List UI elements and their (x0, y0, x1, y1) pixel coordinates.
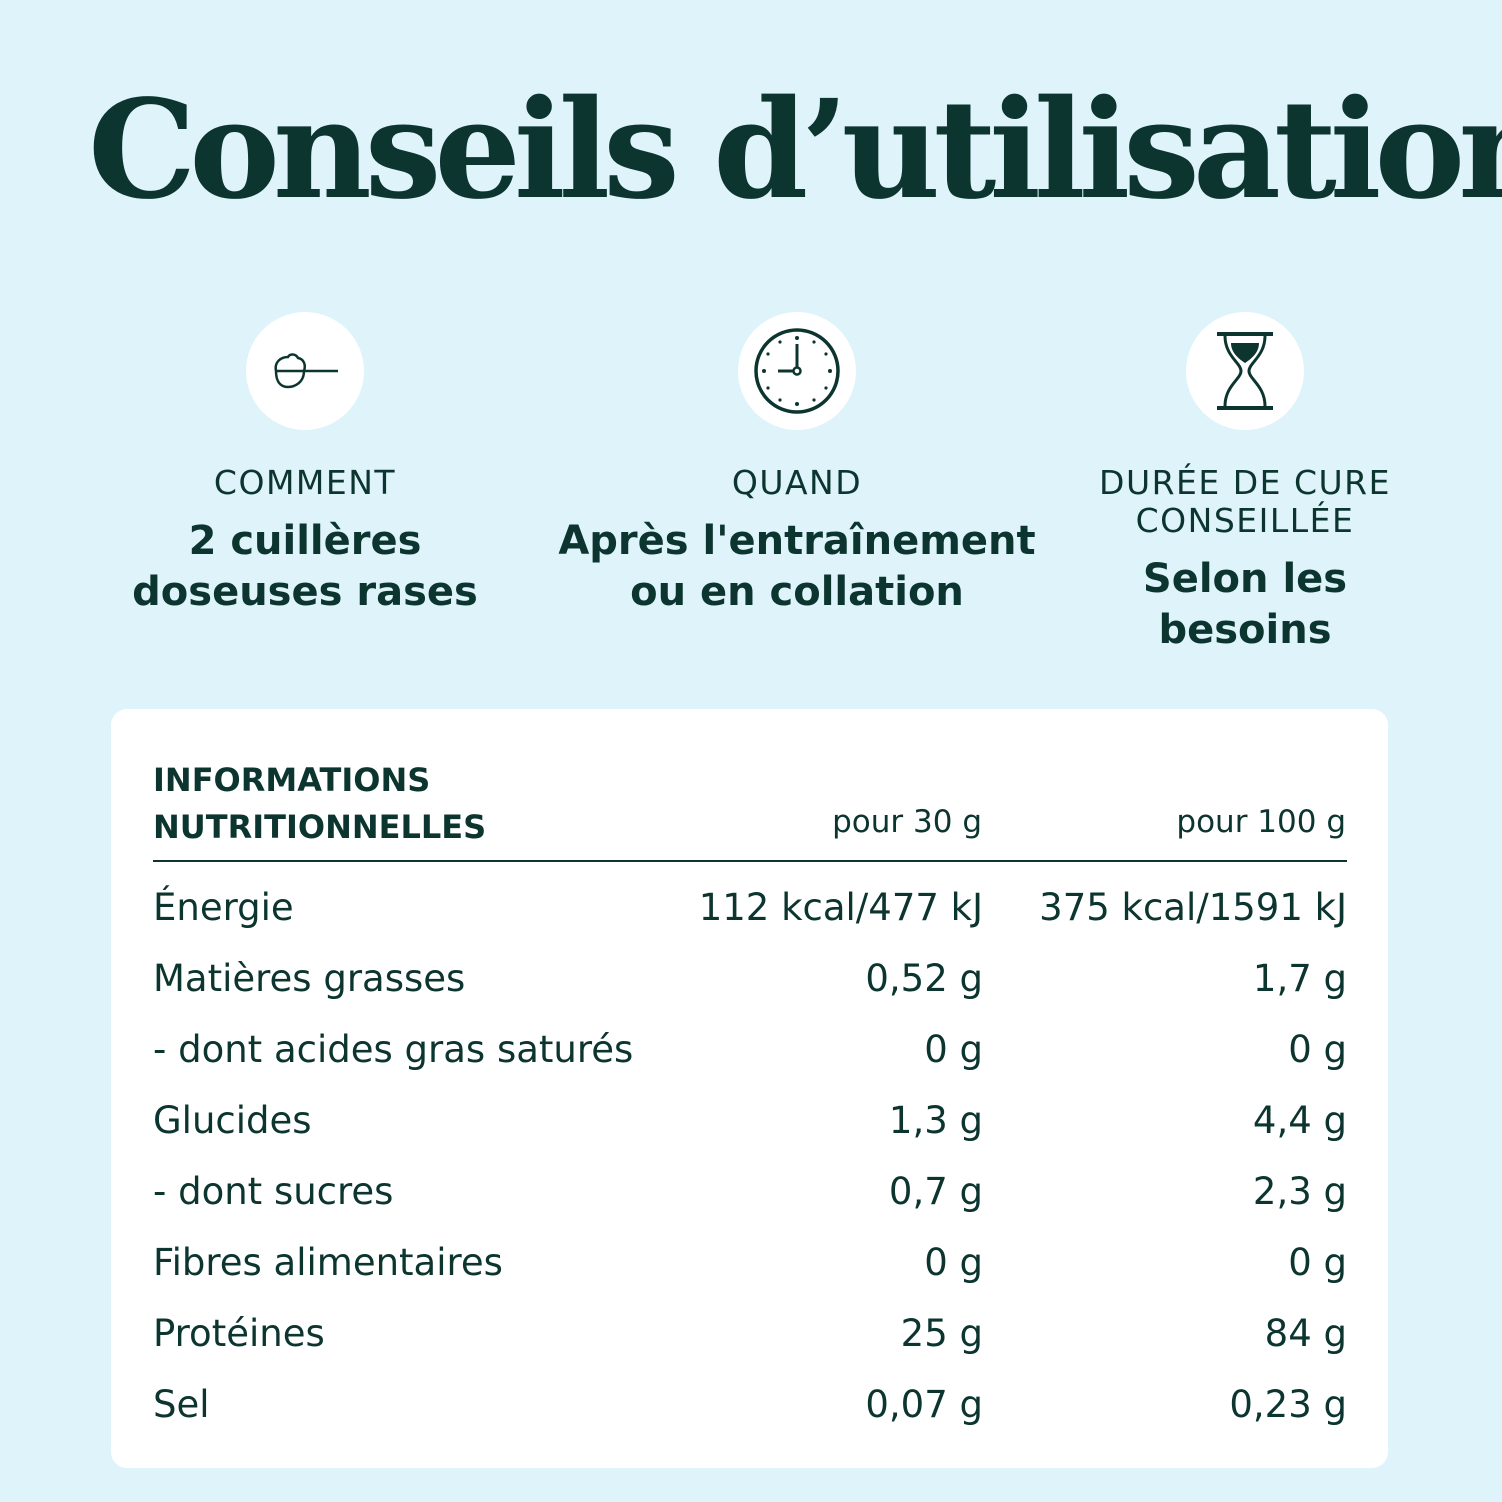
table-row: Matières grasses 0,52 g 1,7 g (153, 943, 1347, 1014)
column-header: pour 100 g (1176, 804, 1346, 840)
table-row: Sel 0,07 g 0,23 g (153, 1369, 1347, 1440)
nutrition-table: INFORMATIONS NUTRITIONNELLES pour 30 g p… (111, 709, 1388, 1468)
nutrient-value: 0,52 g (865, 957, 983, 1000)
hourglass-icon (1217, 332, 1273, 410)
nutrient-value: 0 g (1288, 1028, 1347, 1071)
nutrient-value: 1,7 g (1252, 957, 1347, 1000)
column-header: pour 30 g (832, 804, 982, 840)
table-row: Protéines 25 g 84 g (153, 1298, 1347, 1369)
nutrient-value: 0 g (924, 1028, 983, 1071)
section-label: QUAND (731, 463, 863, 502)
nutrient-name: Protéines (153, 1312, 325, 1355)
table-row: Glucides 1,3 g 4,4 g (153, 1085, 1347, 1156)
nutrient-value: 84 g (1264, 1312, 1347, 1355)
icon-circle (246, 312, 364, 430)
section-label: COMMENT (213, 463, 397, 502)
nutrient-value: 4,4 g (1252, 1099, 1347, 1142)
section-value: 2 cuillères doseuses rases (65, 516, 545, 618)
value-line: 2 cuillères (188, 518, 422, 564)
nutrient-value: 112 kcal/477 kJ (698, 886, 983, 929)
nutrient-value: 375 kcal/1591 kJ (1039, 886, 1347, 929)
nutrient-value: 25 g (900, 1312, 983, 1355)
nutrient-name: - dont sucres (153, 1170, 394, 1213)
nutrient-value: 1,3 g (888, 1099, 983, 1142)
nutrient-value: 0 g (924, 1241, 983, 1284)
nutrient-value: 0 g (1288, 1241, 1347, 1284)
nutrient-name: Énergie (153, 886, 294, 929)
nutrition-header: INFORMATIONS NUTRITIONNELLES (153, 757, 486, 851)
value-line: besoins (1158, 607, 1332, 653)
measuring-scoop-icon (274, 353, 338, 389)
header-line: NUTRITIONNELLES (153, 808, 487, 846)
nutrient-value: 2,3 g (1252, 1170, 1347, 1213)
section-quand: QUAND Après l'entraînement ou en collati… (557, 312, 1037, 618)
section-value: Selon les besoins (1005, 554, 1485, 656)
nutrient-value: 0,23 g (1229, 1383, 1347, 1426)
section-duree: DURÉE DE CURE CONSEILLÉE Selon les besoi… (1005, 312, 1485, 656)
value-line: Selon les (1142, 556, 1348, 602)
nutrient-name: Sel (153, 1383, 210, 1426)
clock-icon (754, 328, 840, 414)
value-line: doseuses rases (132, 569, 478, 615)
table-row: - dont sucres 0,7 g 2,3 g (153, 1156, 1347, 1227)
table-row: Fibres alimentaires 0 g 0 g (153, 1227, 1347, 1298)
label-line: DURÉE DE CURE (1099, 463, 1391, 502)
label-line: CONSEILLÉE (1135, 501, 1355, 540)
nutrient-name: Glucides (153, 1099, 312, 1142)
nutrient-name: Fibres alimentaires (153, 1241, 503, 1284)
section-comment: COMMENT 2 cuillères doseuses rases (65, 312, 545, 618)
value-line: Après l'entraînement (558, 518, 1036, 564)
table-row: - dont acides gras saturés 0 g 0 g (153, 1014, 1347, 1085)
section-label: DURÉE DE CURE CONSEILLÉE (1005, 464, 1485, 540)
nutrient-name: - dont acides gras saturés (153, 1028, 634, 1071)
section-value: Après l'entraînement ou en collation (557, 516, 1037, 618)
header-divider (153, 860, 1347, 862)
table-row: Énergie 112 kcal/477 kJ 375 kcal/1591 kJ (153, 872, 1347, 943)
nutrient-value: 0,7 g (888, 1170, 983, 1213)
page-title: Conseils d’utilisation (88, 70, 1502, 230)
value-line: ou en collation (630, 569, 964, 615)
icon-circle (1186, 312, 1304, 430)
icon-circle (738, 312, 856, 430)
nutrient-value: 0,07 g (865, 1383, 983, 1426)
nutrient-name: Matières grasses (153, 957, 466, 1000)
header-line: INFORMATIONS (153, 761, 431, 799)
